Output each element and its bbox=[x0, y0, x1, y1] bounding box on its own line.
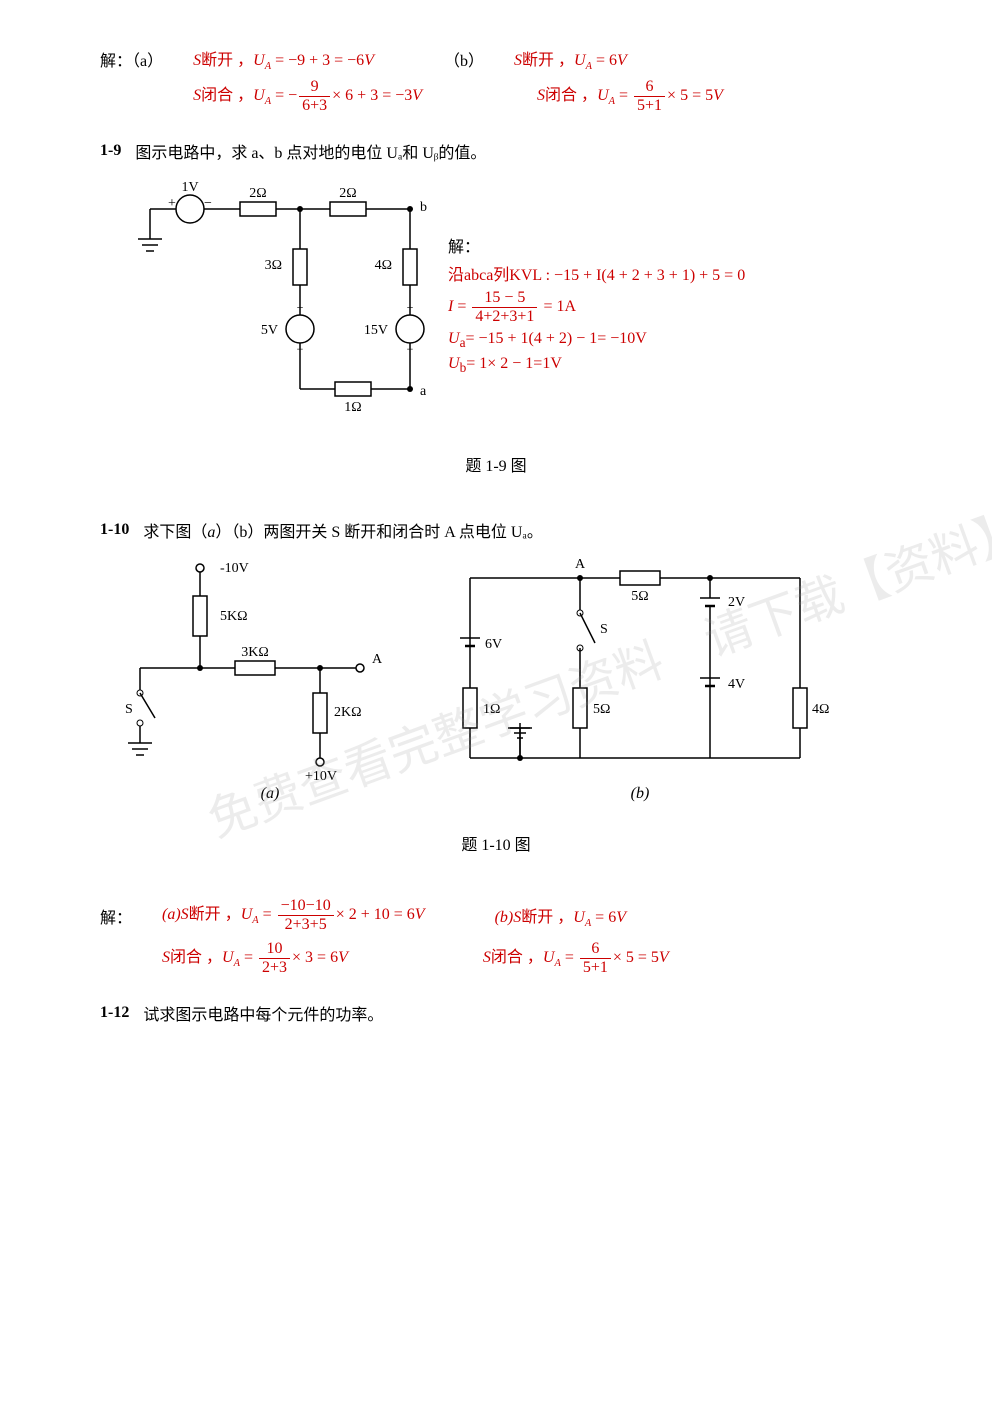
solution-1-10-block: 解： (a)S断开 ，UA = −10−102+3+5× 2 + 10 = 6V… bbox=[100, 897, 892, 977]
problem-text: 图示电路中，求 a、b 点对地的电位 Uₐ和 Uᵦ的值。 bbox=[135, 139, 486, 163]
svg-text:5V: 5V bbox=[261, 323, 278, 338]
svg-text:5Ω: 5Ω bbox=[631, 589, 648, 604]
ub-eq: Ub= 1× 2 − 1=1V bbox=[448, 355, 745, 376]
svg-text:−: − bbox=[407, 342, 414, 356]
a-open-line: S断开 ，UA = −9 + 3 = −6V bbox=[193, 46, 374, 72]
problem-text-110: 求下图（a）（b）两图开关 S 断开和闭合时 A 点电位 Uₐ。 bbox=[143, 518, 543, 542]
kvl-eq: 沿abca列KVL : −15 + I(4 + 2 + 3 + 1) + 5 =… bbox=[448, 261, 745, 285]
problem-number-112: 1-12 bbox=[100, 1004, 129, 1022]
svg-text:(b): (b) bbox=[631, 785, 650, 802]
svg-text:S: S bbox=[600, 622, 608, 637]
ua-eq: Ua= −15 + 1(4 + 2) − 1= −10V bbox=[448, 330, 745, 351]
sol-a-open: (a)S断开 ，UA = −10−102+3+5× 2 + 10 = 6V bbox=[162, 897, 425, 934]
figure-1-9-caption: 题 1-9 图 bbox=[100, 452, 892, 476]
sol-b-open: (b)S断开 ，UA = 6V bbox=[495, 903, 626, 929]
b-label: （b） bbox=[444, 47, 484, 71]
svg-text:-10V: -10V bbox=[220, 561, 249, 576]
top-solution-block: 解：（a） S断开 ，UA = −9 + 3 = −6V （b） S断开 ，UA… bbox=[100, 46, 892, 115]
svg-text:(a): (a) bbox=[261, 785, 280, 802]
problem-1-10-statement: 1-10 求下图（a）（b）两图开关 S 断开和闭合时 A 点电位 Uₐ。 bbox=[100, 518, 892, 542]
svg-text:15V: 15V bbox=[364, 323, 388, 338]
svg-text:4V: 4V bbox=[728, 677, 745, 692]
b-open-line: S断开 ，UA = 6V bbox=[514, 46, 627, 72]
svg-text:+: + bbox=[168, 196, 176, 211]
circuit-1-10a-diagram: -10V 5KΩ 3KΩ A 2KΩ +10V bbox=[120, 548, 420, 808]
a-closed-line: S闭合 ，UA = −96+3× 6 + 3 = −3V bbox=[193, 78, 422, 115]
svg-text:1Ω: 1Ω bbox=[483, 702, 500, 717]
svg-text:+10V: +10V bbox=[305, 769, 337, 784]
svg-text:A: A bbox=[575, 557, 586, 572]
i-eq: I = 15 − 54+2+3+1 = 1A bbox=[448, 289, 745, 326]
circuit-1-10b-diagram: A 5Ω 2V 4Ω 4V S bbox=[450, 548, 830, 808]
figure-1-10-row: -10V 5KΩ 3KΩ A 2KΩ +10V bbox=[100, 548, 892, 813]
problem-number: 1-9 bbox=[100, 142, 121, 160]
svg-text:3Ω: 3Ω bbox=[265, 258, 282, 273]
svg-text:2Ω: 2Ω bbox=[249, 186, 266, 201]
svg-text:5Ω: 5Ω bbox=[593, 702, 610, 717]
svg-text:1V: 1V bbox=[181, 180, 198, 195]
solution-label-19: 解： bbox=[448, 233, 745, 257]
svg-text:a: a bbox=[420, 384, 427, 399]
svg-text:2Ω: 2Ω bbox=[339, 186, 356, 201]
svg-text:−: − bbox=[297, 342, 304, 356]
problem-1-9-statement: 1-9 图示电路中，求 a、b 点对地的电位 Uₐ和 Uᵦ的值。 bbox=[100, 139, 892, 163]
problem-text-112: 试求图示电路中每个元件的功率。 bbox=[143, 1001, 383, 1025]
svg-text:6V: 6V bbox=[485, 637, 502, 652]
svg-text:1Ω: 1Ω bbox=[344, 400, 361, 415]
svg-text:S: S bbox=[125, 702, 133, 717]
svg-text:2KΩ: 2KΩ bbox=[334, 705, 362, 720]
svg-text:−: − bbox=[204, 196, 212, 211]
svg-text:+: + bbox=[407, 300, 414, 314]
sol-b-closed: S闭合 ，UA = 65+1× 5 = 5V bbox=[483, 940, 669, 977]
b-closed-line: S闭合 ，UA = 65+1× 5 = 5V bbox=[537, 78, 723, 115]
figure-1-10-caption: 题 1-10 图 bbox=[100, 831, 892, 855]
svg-text:A: A bbox=[372, 652, 383, 667]
problem-number-110: 1-10 bbox=[100, 521, 129, 539]
svg-text:+: + bbox=[297, 300, 304, 314]
svg-text:3KΩ: 3KΩ bbox=[241, 645, 269, 660]
svg-text:4Ω: 4Ω bbox=[812, 702, 829, 717]
figure-1-9-row: 1V + − 2Ω 2Ω b 3Ω 5V + bbox=[100, 169, 892, 434]
problem-1-12-statement: 1-12 试求图示电路中每个元件的功率。 bbox=[100, 1001, 892, 1025]
circuit-1-9-diagram: 1V + − 2Ω 2Ω b 3Ω 5V + bbox=[130, 169, 430, 429]
svg-text:4Ω: 4Ω bbox=[375, 258, 392, 273]
svg-text:b: b bbox=[420, 200, 427, 215]
solution-label: 解：（a） bbox=[100, 47, 163, 71]
sol-a-closed: S闭合 ，UA = 102+3× 3 = 6V bbox=[162, 940, 348, 977]
svg-text:5KΩ: 5KΩ bbox=[220, 609, 248, 624]
svg-text:2V: 2V bbox=[728, 595, 745, 610]
solution-label-110: 解： bbox=[100, 904, 132, 928]
